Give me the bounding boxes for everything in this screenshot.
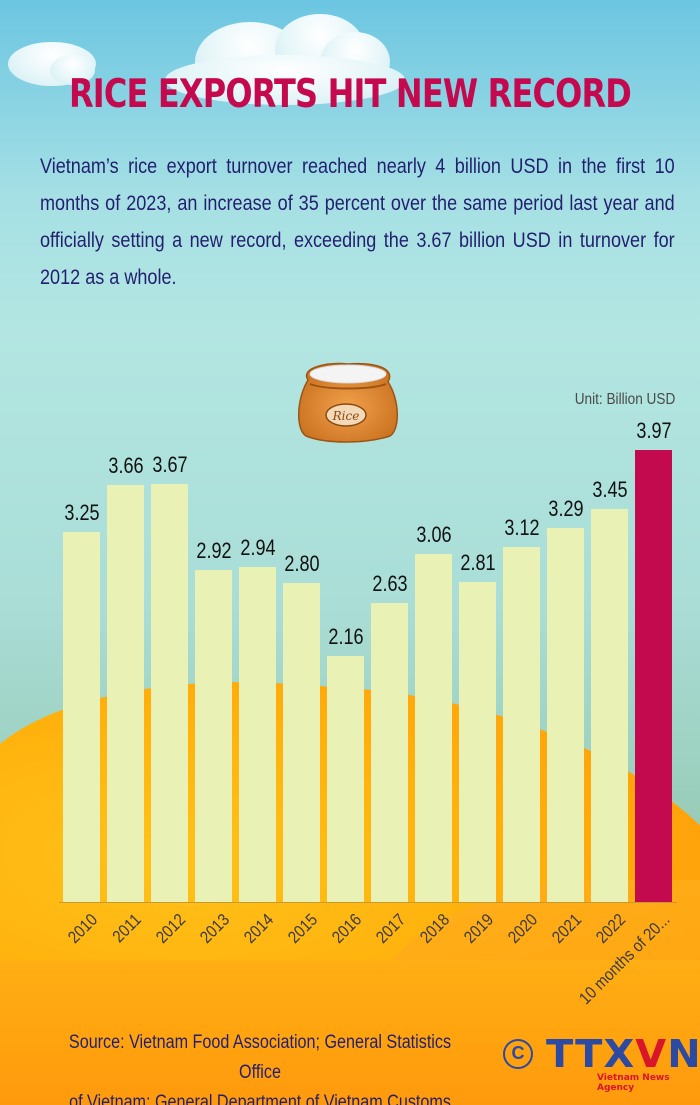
x-axis-label: 2012: [151, 910, 189, 947]
bar-2015: [283, 583, 320, 902]
copyright-icon: C: [503, 1039, 533, 1069]
page-title: RICE EXPORTS HIT NEW RECORD: [68, 72, 632, 117]
bar-2012: [151, 484, 188, 902]
bar-2010: [63, 532, 100, 902]
bar-value-label: 2.63: [371, 571, 408, 596]
source-line-2: of Vietnam; General Department of Vietna…: [69, 1092, 451, 1105]
x-axis-label: 2015: [283, 910, 321, 947]
x-axis-label: 2011: [108, 910, 145, 947]
logo-text-ttx: TTX: [546, 1032, 636, 1076]
bar-value-label: 3.67: [151, 452, 188, 477]
bar-2013: [195, 570, 232, 902]
source-line-1: Source: Vietnam Food Association; Genera…: [68, 1032, 452, 1083]
bar-value-label: 2.94: [239, 535, 276, 560]
bar-value-label: 2.16: [327, 624, 364, 649]
bar-value-label: 3.12: [503, 515, 540, 540]
rice-sack-icon: Rice: [298, 362, 398, 443]
bar-value-label: 2.80: [283, 551, 320, 576]
ttxvn-logo: TTXVN: [546, 1034, 700, 1074]
bar-value-label: 3.66: [107, 453, 144, 478]
cloud-center-base: [165, 55, 405, 105]
x-axis-label: 2017: [371, 910, 409, 947]
bar-2016: [327, 656, 364, 902]
bar-value-label: 3.06: [415, 522, 452, 547]
x-axis-label: 2010: [63, 910, 101, 947]
bar-value-label: 3.29: [547, 496, 584, 521]
svg-text:Rice: Rice: [332, 409, 360, 423]
x-axis-label: 2019: [459, 910, 497, 947]
x-axis-line: [59, 902, 677, 903]
x-axis-label: 2021: [547, 910, 585, 947]
cloud-left-small: [50, 55, 95, 85]
logo-text-v: V: [635, 1032, 668, 1076]
x-axis-label: 2013: [195, 910, 233, 947]
x-axis-label: 2018: [415, 910, 453, 947]
bar-value-label: 3.97: [635, 418, 672, 443]
intro-paragraph: Vietnam’s rice export turnover reached n…: [40, 155, 675, 289]
bar-2017: [371, 603, 408, 902]
x-axis-label: 2014: [239, 910, 277, 947]
bar-2011: [107, 485, 144, 902]
background-swirl-bottom: [0, 960, 700, 1105]
bar-2014: [239, 567, 276, 902]
bar-10-months-of-20-: [635, 450, 672, 902]
bar-2022: [591, 509, 628, 902]
agency-name: Vietnam News Agency: [597, 1073, 670, 1093]
logo-text-n: N: [667, 1032, 700, 1076]
x-axis-label: 2020: [503, 910, 541, 947]
bar-value-label: 2.92: [195, 538, 232, 563]
x-axis-label: 2016: [327, 910, 365, 947]
bar-value-label: 3.25: [63, 500, 100, 525]
bar-value-label: 3.45: [591, 477, 628, 502]
unit-label: Unit: Billion USD: [574, 391, 675, 408]
bar-value-label: 2.81: [459, 550, 496, 575]
bar-2018: [415, 554, 452, 902]
source-note: Source: Vietnam Food Association; Genera…: [65, 1028, 456, 1105]
bar-2021: [547, 528, 584, 902]
bar-2019: [459, 582, 496, 902]
bar-2020: [503, 547, 540, 902]
x-axis-label: 2022: [591, 910, 629, 947]
